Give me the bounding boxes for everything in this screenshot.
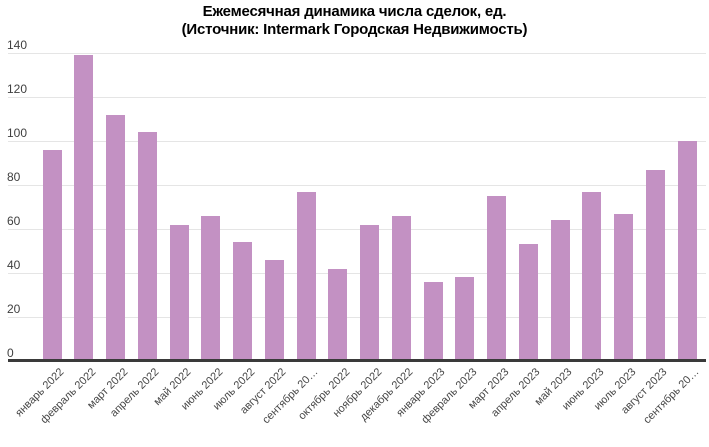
gridline-y80 — [8, 185, 706, 186]
gridline-y120 — [8, 97, 706, 98]
chart-bar — [74, 55, 93, 361]
chart-bar — [487, 196, 506, 361]
chart-bar — [328, 269, 347, 361]
chart-bar — [455, 277, 474, 361]
chart-title: Ежемесячная динамика числа сделок, ед. (… — [0, 3, 709, 39]
chart-title-line1: Ежемесячная динамика числа сделок, ед. — [202, 3, 507, 20]
chart-bar — [519, 244, 538, 361]
chart-bar — [297, 192, 316, 361]
chart-bar — [201, 216, 220, 361]
gridline-y20 — [8, 317, 706, 318]
chart-bar — [170, 225, 189, 361]
chart-bar — [582, 192, 601, 361]
chart-bar — [392, 216, 411, 361]
chart-bar — [646, 170, 665, 361]
gridline-y40 — [8, 273, 706, 274]
chart-bar — [138, 132, 157, 361]
chart-bar — [265, 260, 284, 361]
gridline-y60 — [8, 229, 706, 230]
y-axis-tick-label: 100 — [7, 126, 28, 140]
chart-bar — [424, 282, 443, 361]
chart-bar — [360, 225, 379, 361]
chart-bar — [106, 115, 125, 361]
chart-title-line2: (Источник: Intermark Городская Недвижимо… — [181, 21, 528, 38]
chart-bar — [233, 242, 252, 361]
y-axis-tick-label: 80 — [7, 170, 21, 184]
y-axis-tick-label: 60 — [7, 214, 21, 228]
y-axis-tick-label: 20 — [7, 302, 21, 316]
chart-bar — [614, 214, 633, 361]
chart-bar — [678, 141, 697, 361]
y-axis-tick-label: 120 — [7, 82, 28, 96]
y-axis-tick-label: 40 — [7, 258, 21, 272]
chart-bar — [43, 150, 62, 361]
gridline-y140 — [8, 53, 706, 54]
y-axis-tick-label: 0 — [7, 346, 14, 360]
y-axis-tick-label: 140 — [7, 38, 28, 52]
chart-bar — [551, 220, 570, 361]
gridline-y100 — [8, 141, 706, 142]
x-axis-line — [8, 359, 706, 362]
